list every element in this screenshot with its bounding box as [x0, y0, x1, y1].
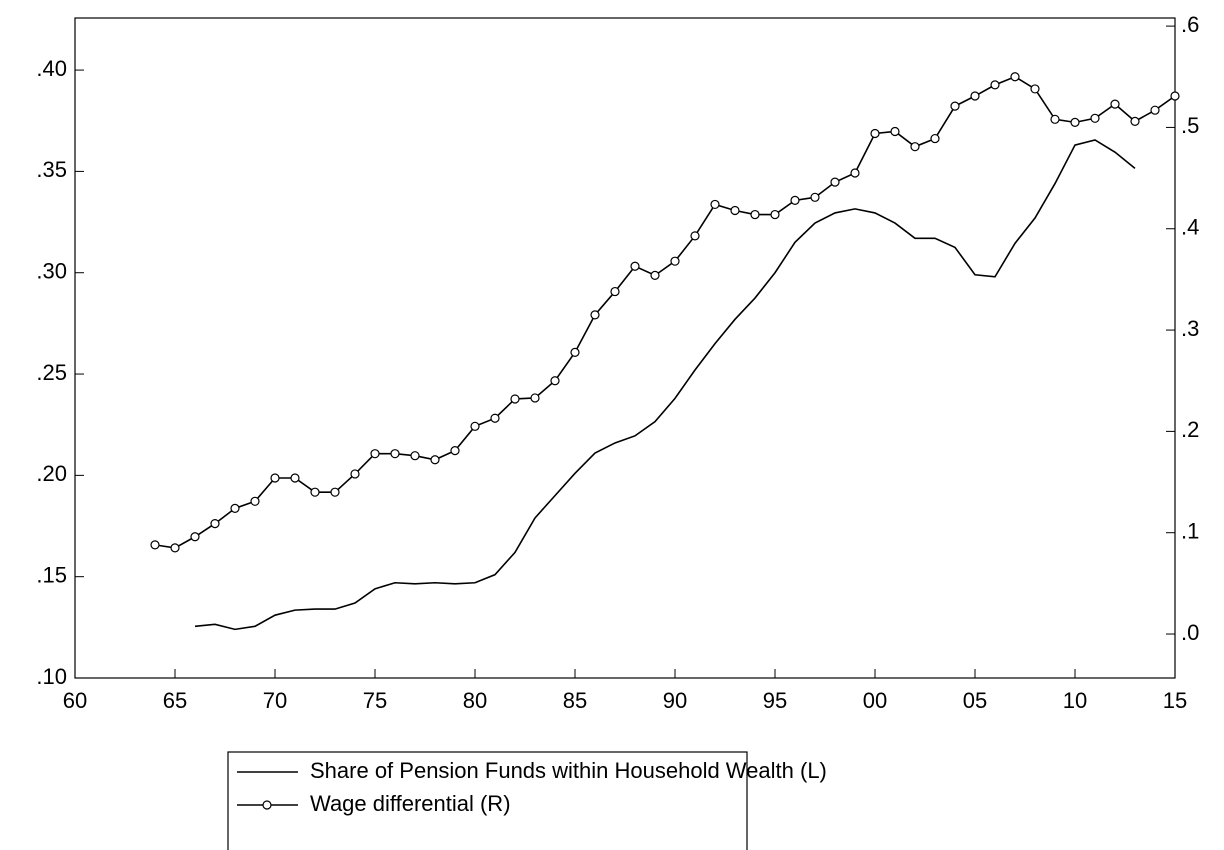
- series-marker: [170, 543, 180, 553]
- series-marker: [390, 449, 400, 459]
- series-marker: [1030, 84, 1040, 94]
- series-marker: [810, 192, 820, 202]
- series-marker: [470, 421, 480, 431]
- series-marker: [410, 451, 420, 461]
- series-marker: [150, 540, 160, 550]
- y2-tick-label: .4: [1181, 215, 1199, 240]
- series-marker: [190, 532, 200, 542]
- series-marker: [890, 126, 900, 137]
- y2-tick-label: .6: [1181, 12, 1199, 37]
- x-tick-label: 15: [1163, 688, 1187, 713]
- y2-tick-label: .0: [1181, 620, 1199, 645]
- y-tick-label: .25: [36, 360, 67, 385]
- series-marker: [930, 133, 940, 144]
- series-marker: [1070, 117, 1080, 127]
- legend-label: Wage differential (R): [310, 791, 511, 816]
- x-tick-label: 80: [463, 688, 487, 713]
- series-marker: [1110, 99, 1120, 109]
- series-marker: [610, 286, 620, 297]
- series-marker: [270, 473, 280, 483]
- series-marker: [430, 455, 440, 465]
- series-marker: [1010, 72, 1020, 82]
- series-marker: [670, 256, 680, 266]
- x-tick-label: 65: [163, 688, 187, 713]
- series-marker: [910, 142, 920, 152]
- series-marker: [750, 209, 760, 220]
- x-tick-label: 60: [63, 688, 87, 713]
- series-marker: [370, 449, 380, 459]
- y-tick-label: .40: [36, 56, 67, 81]
- series-marker: [990, 80, 1000, 90]
- series-marker: [1050, 114, 1060, 124]
- y-tick-label: .15: [36, 562, 67, 587]
- series-marker: [650, 270, 660, 280]
- series-marker: [970, 91, 980, 101]
- x-tick-label: 85: [563, 688, 587, 713]
- series-marker: [530, 393, 540, 403]
- series-marker: [450, 446, 460, 456]
- series-marker: [1150, 105, 1160, 115]
- series-marker: [850, 168, 860, 178]
- series-line: [154, 75, 1176, 549]
- series-marker: [290, 473, 300, 483]
- series-marker: [710, 199, 720, 210]
- plot-frame: [74, 17, 1176, 679]
- series-marker: [210, 518, 220, 529]
- x-tick-label: 00: [863, 688, 887, 713]
- series-marker: [310, 487, 320, 497]
- x-tick-label: 05: [963, 688, 987, 713]
- series-marker: [1130, 116, 1140, 126]
- y2-tick-label: .5: [1181, 113, 1199, 138]
- legend-box: [227, 751, 748, 850]
- series-marker: [230, 503, 240, 513]
- series-marker: [570, 347, 580, 357]
- y-tick-label: .10: [36, 664, 67, 689]
- y2-tick-label: .1: [1181, 519, 1199, 544]
- series-marker: [830, 177, 840, 187]
- y-tick-label: .30: [36, 259, 67, 284]
- series-marker: [350, 469, 360, 479]
- series-marker: [510, 394, 520, 404]
- series-marker: [770, 209, 780, 220]
- series-marker: [330, 487, 340, 497]
- series-marker: [1170, 91, 1180, 101]
- series-marker: [1090, 113, 1100, 123]
- y-tick-label: .35: [36, 157, 67, 182]
- legend-label: Share of Pension Funds within Household …: [310, 758, 827, 783]
- series-marker: [590, 310, 600, 320]
- series-marker: [490, 413, 500, 423]
- x-tick-label: 70: [263, 688, 287, 713]
- x-tick-label: 90: [663, 688, 687, 713]
- y2-tick-label: .3: [1181, 316, 1199, 341]
- y2-tick-label: .2: [1181, 417, 1199, 442]
- x-tick-label: 95: [763, 688, 787, 713]
- series-marker: [950, 101, 960, 111]
- series-marker: [690, 231, 700, 241]
- series-marker: [250, 496, 260, 506]
- y-tick-label: .20: [36, 461, 67, 486]
- series-marker: [870, 128, 880, 139]
- series-marker: [790, 195, 800, 205]
- series-line: [194, 139, 1136, 631]
- x-tick-label: 75: [363, 688, 387, 713]
- series-marker: [730, 205, 740, 216]
- x-tick-label: 10: [1063, 688, 1087, 713]
- series-marker: [550, 376, 560, 386]
- legend-marker: [262, 800, 272, 810]
- series-marker: [630, 261, 640, 271]
